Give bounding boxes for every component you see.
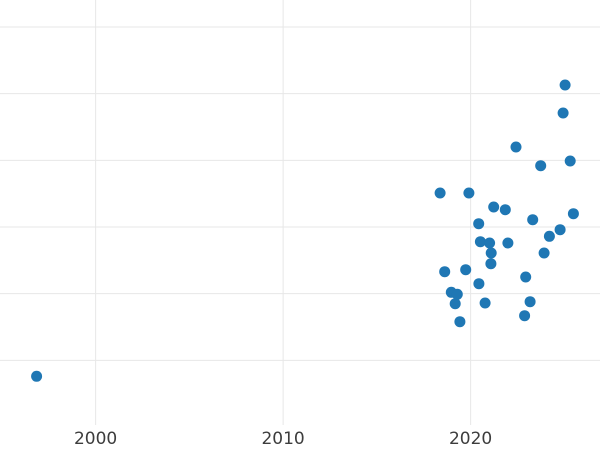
data-point: [485, 258, 497, 270]
data-point: [519, 310, 531, 322]
data-point: [484, 237, 496, 249]
data-point: [567, 208, 579, 220]
x-tick-label: 2010: [261, 429, 304, 449]
data-point: [488, 201, 500, 213]
data-point: [559, 79, 571, 91]
data-point: [463, 187, 475, 199]
x-tick-label: 2020: [449, 429, 492, 449]
data-point: [554, 224, 566, 236]
data-point: [527, 214, 539, 226]
data-point: [557, 107, 569, 119]
x-tick-label: 2000: [74, 429, 117, 449]
data-point: [473, 218, 485, 230]
data-point: [502, 237, 514, 249]
data-point: [485, 247, 497, 259]
data-point: [439, 266, 451, 278]
data-point: [474, 236, 486, 248]
data-point: [31, 370, 43, 382]
data-point: [510, 141, 522, 153]
data-point: [543, 230, 555, 242]
data-point: [479, 297, 491, 309]
data-point: [460, 264, 472, 276]
data-point: [538, 247, 550, 259]
data-point: [564, 155, 576, 167]
data-point: [434, 187, 446, 199]
data-point: [499, 204, 511, 216]
data-point: [454, 316, 466, 328]
data-point: [520, 271, 532, 283]
data-point: [451, 288, 463, 300]
data-point: [449, 298, 461, 310]
data-point: [535, 160, 547, 172]
data-point: [524, 296, 536, 308]
data-point: [473, 278, 485, 290]
